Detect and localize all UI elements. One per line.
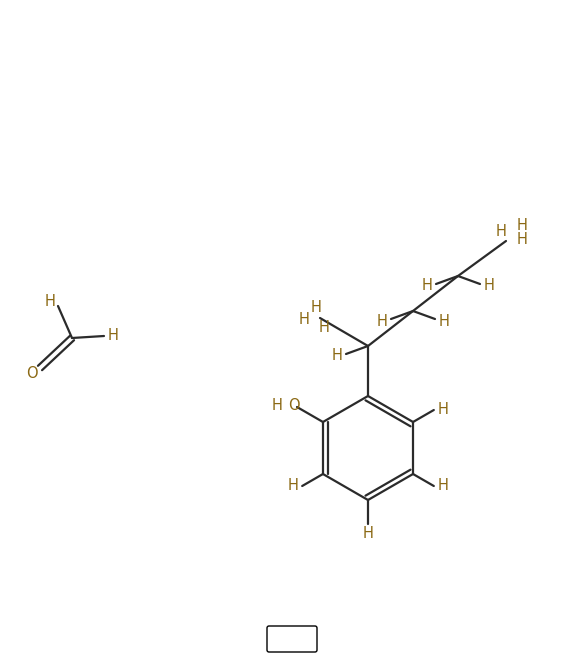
Text: O: O bbox=[26, 366, 38, 380]
Text: Abs: Abs bbox=[280, 633, 304, 646]
Text: H: H bbox=[311, 301, 321, 315]
Text: H: H bbox=[377, 313, 387, 329]
Text: H: H bbox=[272, 397, 283, 413]
Text: H: H bbox=[517, 231, 527, 246]
Text: H: H bbox=[437, 403, 449, 417]
Text: H: H bbox=[288, 478, 298, 493]
Text: H: H bbox=[363, 525, 373, 541]
Text: H: H bbox=[484, 278, 495, 293]
Text: H: H bbox=[437, 478, 449, 493]
Text: H: H bbox=[496, 223, 506, 238]
FancyBboxPatch shape bbox=[267, 626, 317, 652]
Text: H: H bbox=[318, 321, 329, 336]
Text: H: H bbox=[332, 348, 342, 364]
Text: H: H bbox=[107, 329, 119, 344]
Text: H: H bbox=[517, 217, 527, 232]
Text: H: H bbox=[439, 313, 450, 329]
Text: H: H bbox=[44, 293, 55, 309]
Text: O: O bbox=[288, 397, 300, 413]
Text: H: H bbox=[422, 278, 432, 293]
Text: H: H bbox=[298, 313, 310, 327]
